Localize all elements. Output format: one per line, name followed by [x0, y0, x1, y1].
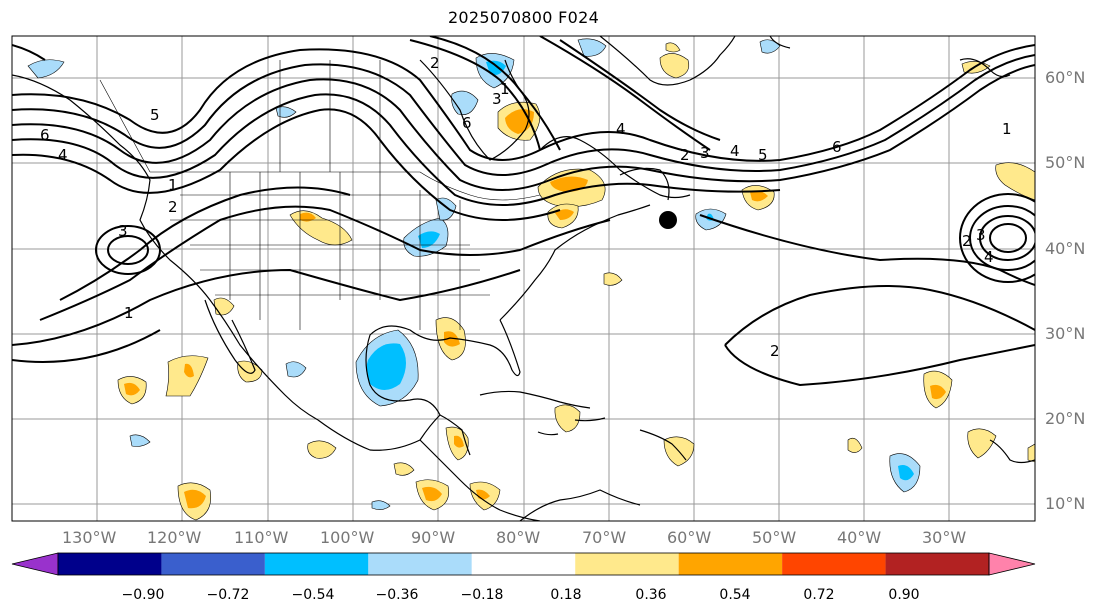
- contour-label: 5: [150, 106, 160, 124]
- contour-lines: [12, 36, 1035, 387]
- colorbar-segment: [575, 553, 679, 575]
- colorbar-tick: −0.90: [121, 587, 165, 603]
- colorbar-tick: −0.18: [460, 587, 504, 603]
- lon-label: 60°W: [667, 528, 712, 547]
- lon-label: 70°W: [582, 528, 627, 547]
- colorbar-extend-min: [11, 552, 59, 576]
- contour-label: 4: [616, 120, 626, 138]
- colorbar-segment: [471, 553, 576, 575]
- lon-label: 80°W: [496, 528, 541, 547]
- contour-label: 5: [758, 146, 768, 164]
- contour-label: 1: [1002, 120, 1012, 138]
- colorbar-segment: [678, 553, 783, 575]
- contour-label: 2: [168, 198, 178, 216]
- contour-label: 1: [168, 176, 178, 194]
- graticule: [12, 36, 1035, 521]
- contour-label: 4: [58, 146, 68, 164]
- colorbar-tick: 0.72: [803, 587, 835, 603]
- colorbar-tick: 0.90: [888, 587, 920, 603]
- contour-label: 4: [730, 142, 740, 160]
- colorbar-segment: [368, 553, 472, 575]
- contour-label: 1: [124, 304, 134, 322]
- colorbar-tick: −0.54: [291, 587, 335, 603]
- anomaly-shading: [27, 38, 1035, 521]
- contour-label-group: 6 4 5 1 2 3 1 2 6 3 4 2 3 4 5 6 1 2 3 4 …: [40, 54, 1012, 360]
- colorbar-segment: [264, 553, 369, 575]
- lon-label: 100°W: [320, 528, 375, 547]
- colorbar-segment: [58, 553, 162, 575]
- colorbar-segment: [885, 553, 989, 575]
- lon-label: 40°W: [837, 528, 882, 547]
- colorbar-tick: 0.54: [719, 587, 751, 603]
- map-frame: [11, 35, 1036, 522]
- lon-label: 130°W: [62, 528, 117, 547]
- lat-label: 60°N: [1045, 68, 1086, 87]
- contour-label: 3: [492, 90, 502, 108]
- contour-label: 2: [680, 146, 690, 164]
- colorbar-tick: −0.72: [206, 587, 250, 603]
- colorbar-tick: 0.36: [635, 587, 667, 603]
- contour-label: 6: [462, 114, 472, 132]
- colorbar-tick: 0.18: [550, 587, 582, 603]
- coastlines: [12, 36, 1035, 521]
- lon-label: 50°W: [752, 528, 797, 547]
- contour-label: 2: [770, 342, 780, 360]
- colorbar-extend-max: [988, 552, 1036, 576]
- lat-label: 10°N: [1045, 494, 1086, 513]
- lon-label: 110°W: [234, 528, 289, 547]
- contour-label: 3: [118, 222, 128, 240]
- lon-label: 30°W: [922, 528, 967, 547]
- location-marker: [659, 211, 677, 229]
- lon-label: 120°W: [147, 528, 202, 547]
- contour-label: 4: [984, 248, 994, 266]
- lon-label: 90°W: [411, 528, 456, 547]
- map-title: 2025070800 F024: [447, 8, 600, 27]
- lat-label: 20°N: [1045, 409, 1086, 428]
- colorbar-segment: [161, 553, 265, 575]
- colorbar-tick: −0.36: [375, 587, 419, 603]
- contour-label: 6: [40, 126, 50, 144]
- colorbar-outline: [57, 552, 990, 576]
- contour-label: 1: [500, 80, 510, 98]
- colorbar: [11, 552, 1036, 576]
- lat-label: 40°N: [1045, 239, 1086, 258]
- lat-label: 30°N: [1045, 324, 1086, 343]
- lat-label: 50°N: [1045, 153, 1086, 172]
- contour-label: 2: [430, 54, 440, 72]
- contour-label: 6: [832, 138, 842, 156]
- contour-label: 3: [700, 144, 710, 162]
- colorbar-segment: [782, 553, 886, 575]
- contour-label: 2: [962, 232, 972, 250]
- contour-label: 3: [976, 226, 986, 244]
